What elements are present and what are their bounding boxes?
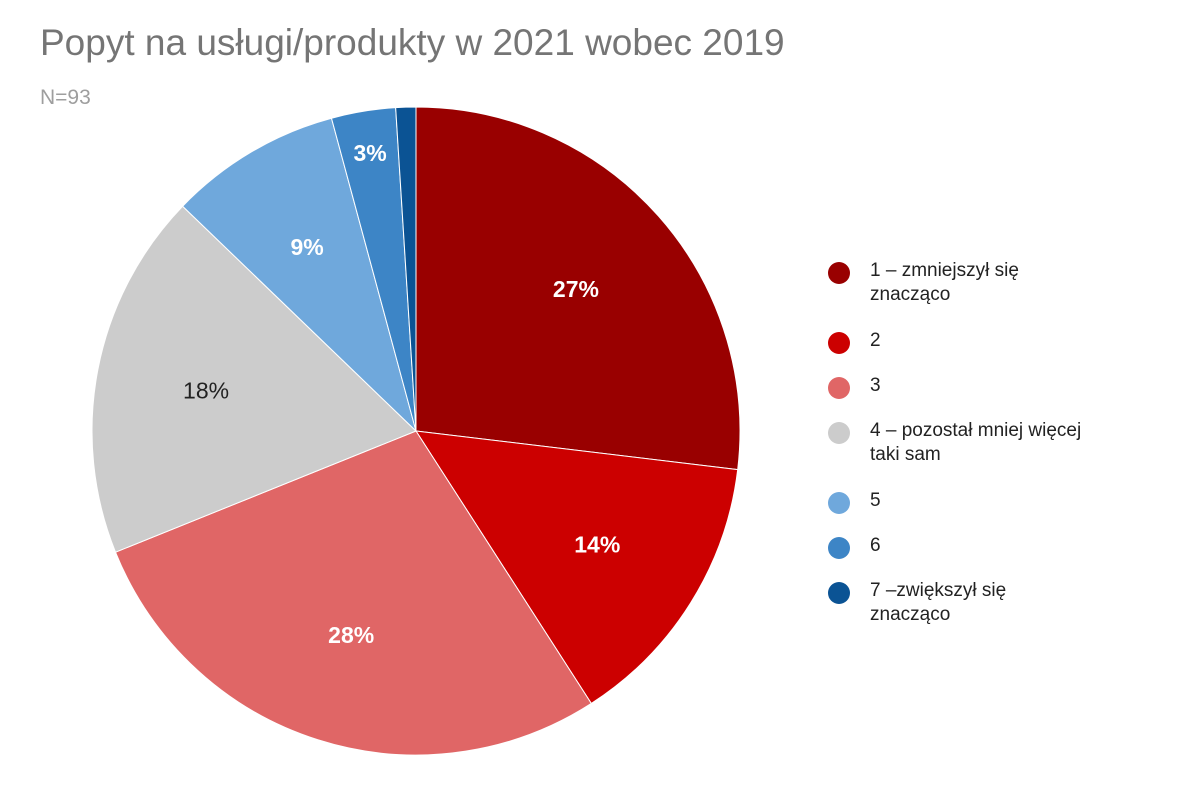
legend-label-1: 1 – zmniejszył się znacząco xyxy=(870,260,1019,305)
legend-item-5: 5 xyxy=(828,489,1088,514)
legend-swatch-1 xyxy=(828,262,850,284)
slice-label-6: 3% xyxy=(354,140,387,166)
pie-slice-2 xyxy=(415,430,739,705)
legend-label-7: 7 –zwiększył się znacząco xyxy=(870,580,1007,625)
pie-slice-5 xyxy=(181,117,417,433)
legend-label-3: 3 xyxy=(870,375,881,396)
slice-label-3: 28% xyxy=(328,622,374,648)
legend-item-4: 4 – pozostał mniej więcej taki sam xyxy=(828,419,1088,467)
legend-label-5: 5 xyxy=(870,490,881,511)
chart-subtitle: N=93 xyxy=(40,86,91,109)
pie-slice-4 xyxy=(91,205,417,553)
slice-label-1: 27% xyxy=(553,276,599,302)
legend: 1 – zmniejszył się znacząco 2 3 4 – pozosta… xyxy=(828,259,1088,649)
legend-swatch-2 xyxy=(828,332,850,354)
slice-label-2: 14% xyxy=(574,531,620,557)
slice-label-4: 18% xyxy=(183,377,229,403)
legend-swatch-5 xyxy=(828,492,850,514)
legend-item-7: 7 –zwiększył się znacząco xyxy=(828,579,1088,627)
legend-swatch-4 xyxy=(828,422,850,444)
pie-slice-1 xyxy=(415,106,741,471)
legend-label-6: 6 xyxy=(870,535,881,556)
pie-slice-7 xyxy=(395,106,417,432)
legend-item-1: 1 – zmniejszył się znacząco xyxy=(828,259,1088,307)
pie-slice-3 xyxy=(114,430,593,756)
legend-item-2: 2 xyxy=(828,329,1088,354)
legend-swatch-7 xyxy=(828,582,850,604)
legend-swatch-3 xyxy=(828,377,850,399)
legend-label-4: 4 – pozostał mniej więcej taki sam xyxy=(870,420,1082,465)
legend-swatch-6 xyxy=(828,537,850,559)
chart-title: Popyt na usługi/produkty w 2021 wobec 20… xyxy=(40,22,785,63)
slice-label-5: 9% xyxy=(291,234,324,260)
legend-item-3: 3 xyxy=(828,374,1088,399)
legend-label-2: 2 xyxy=(870,330,881,351)
legend-item-6: 6 xyxy=(828,534,1088,559)
